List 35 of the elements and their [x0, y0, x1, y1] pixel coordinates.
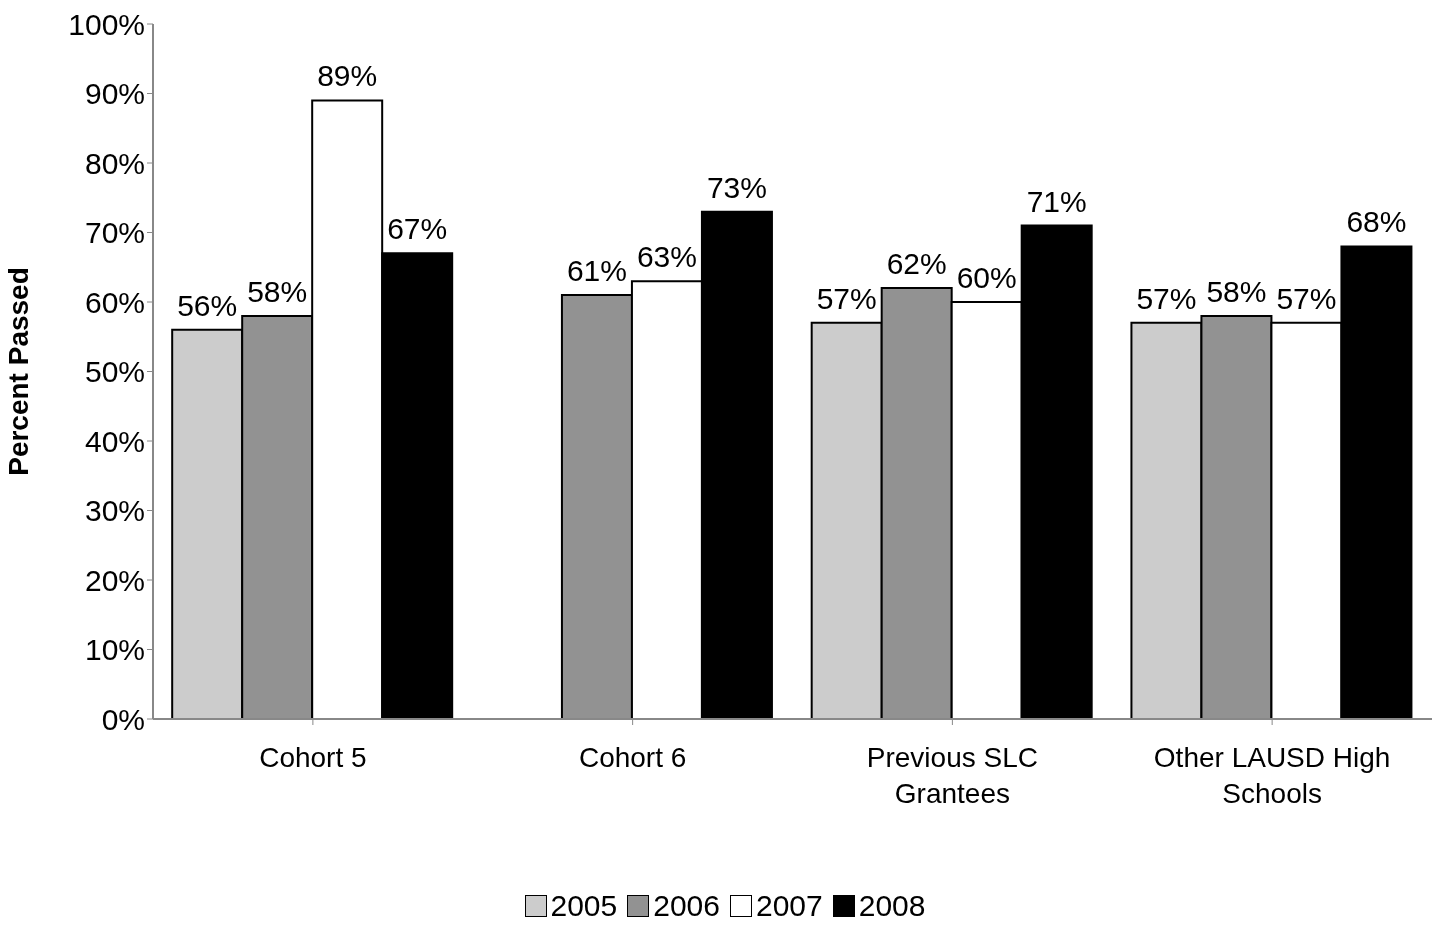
x-tick-label: Other LAUSD High Schools: [1153, 742, 1391, 809]
data-label: 60%: [956, 261, 1017, 294]
y-tick-label: 50%: [84, 355, 145, 389]
data-label: 61%: [566, 254, 627, 288]
y-tick-label: 0%: [101, 702, 145, 736]
x-tick-label: Cohort 5: [259, 742, 367, 773]
y-tick-label: 10%: [84, 633, 145, 667]
data-label: 73%: [706, 170, 767, 204]
y-tick-label: 40%: [84, 424, 145, 458]
legend-label: 2006: [653, 889, 720, 923]
data-label: 57%: [1276, 281, 1337, 315]
data-label: 57%: [1136, 281, 1197, 315]
data-label: 62%: [886, 247, 947, 281]
data-label: 67%: [387, 212, 448, 246]
data-label: 63%: [636, 240, 697, 274]
data-label: 57%: [816, 281, 877, 315]
y-tick-label: 20%: [84, 563, 145, 597]
x-tick-label: Cohort 6: [578, 742, 687, 773]
y-tick-label: 100%: [68, 7, 145, 41]
y-tick-label: 30%: [84, 494, 145, 528]
data-label: 68%: [1346, 205, 1407, 239]
legend-label: 2005: [550, 889, 618, 923]
data-label: 89%: [317, 59, 378, 93]
data-label: 58%: [1206, 274, 1267, 308]
data-label: 58%: [247, 274, 308, 308]
data-label: 56%: [177, 288, 238, 322]
y-tick-label: 70%: [84, 216, 145, 250]
y-tick-label: 80%: [84, 146, 145, 180]
x-tick-label: Previous SLC Grantees: [866, 742, 1038, 809]
y-tick-label: 60%: [84, 285, 145, 319]
data-label: 71%: [1026, 184, 1087, 218]
legend-label: 2008: [858, 889, 926, 923]
y-tick-label: 90%: [84, 77, 145, 111]
legend-label: 2007: [756, 889, 823, 923]
y-axis-title: Percent Passed: [2, 267, 34, 476]
